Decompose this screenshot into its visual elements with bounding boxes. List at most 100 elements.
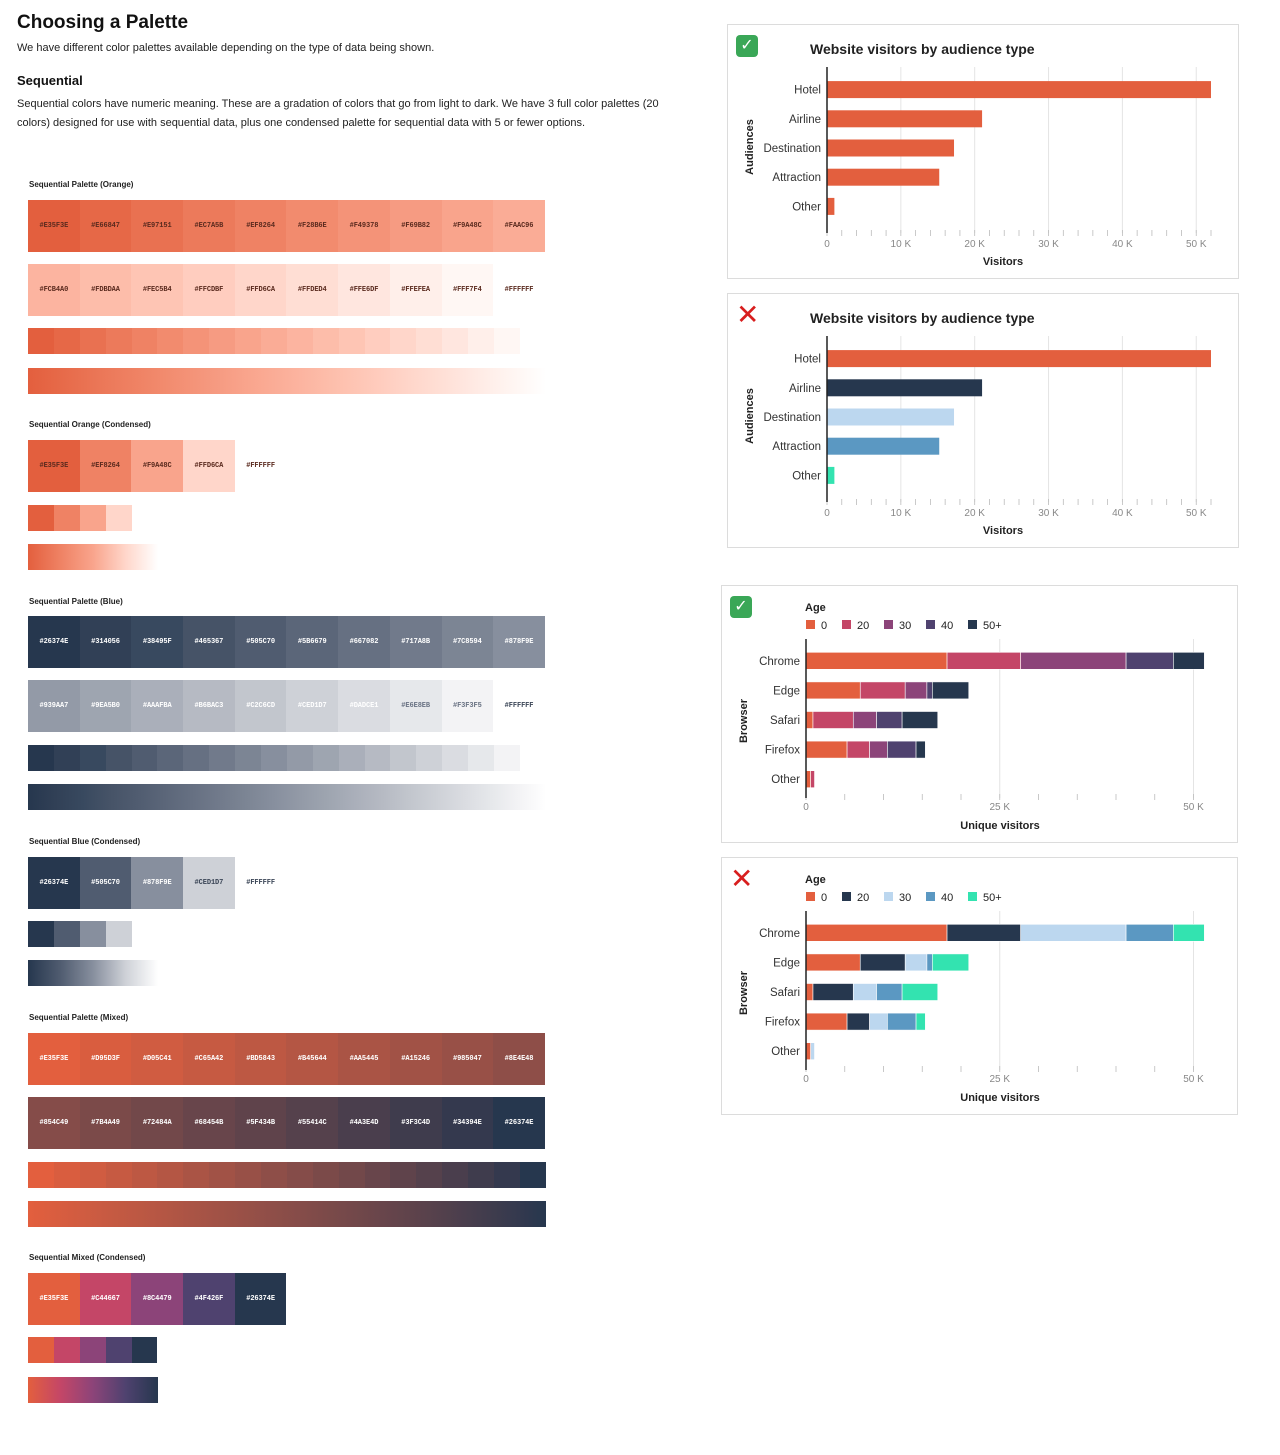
x-axis-title: Unique visitors [960, 1092, 1039, 1104]
bar-segment [805, 1012, 848, 1031]
bar-segment [859, 953, 906, 972]
strip-cell [79, 745, 106, 771]
color-swatch: #D05C41 [131, 1033, 184, 1085]
bar [827, 379, 983, 397]
legend-label: 20 [857, 620, 869, 632]
palette-label: Sequential Mixed (Condensed) [29, 1253, 146, 1262]
color-swatch: #505C70 [234, 616, 287, 668]
x-tick-label: 25 K [989, 1074, 1010, 1085]
color-swatch: #B45644 [286, 1033, 339, 1085]
strip-cell [28, 745, 54, 771]
color-swatch: #FFDED4 [286, 264, 339, 316]
bar [827, 466, 835, 484]
color-swatch: #7C8594 [441, 616, 494, 668]
category-label: Safari [770, 987, 800, 999]
bar-segment [812, 983, 854, 1001]
color-swatch: #FFFFFF [246, 462, 275, 470]
color-swatch: #FFCDBF [183, 264, 235, 316]
strip-cell [183, 745, 210, 771]
legend-title: Age [805, 602, 826, 614]
bar-segment [1125, 924, 1174, 942]
page-title: Choosing a Palette [17, 12, 189, 33]
strip-cell [312, 1162, 339, 1188]
strip-cell [157, 745, 184, 771]
y-axis-title: Browser [738, 698, 750, 743]
strip-cell [338, 1162, 365, 1188]
strip-cell [390, 745, 417, 771]
bar [827, 350, 1211, 368]
strip-cell [442, 328, 469, 354]
page-intro: We have different color palettes availab… [17, 42, 435, 54]
palette-gradient [28, 368, 546, 394]
bar-chart-good: Website visitors by audience type 0 10 K 20… [744, 41, 1212, 268]
color-swatch: #BD5843 [234, 1033, 287, 1085]
strip-cell [105, 1337, 132, 1363]
bar-segment [805, 924, 948, 942]
palette-gradient [28, 544, 158, 570]
strip-cell [53, 328, 80, 354]
color-swatch: #854C49 [28, 1097, 80, 1149]
legend-label: 40 [941, 892, 953, 904]
category-label: Chrome [759, 928, 800, 940]
category-label: Other [792, 470, 821, 482]
legend-swatch [806, 892, 815, 901]
swatch-row: #E35F3E #D95D3F #D05C41 #C65A42 #BD5843 #B456… [28, 1033, 545, 1085]
strip-cell [209, 1162, 236, 1188]
strip-cell [53, 505, 80, 531]
color-swatch: #878F9E [493, 616, 545, 668]
strip-cell [157, 1162, 184, 1188]
color-swatch: #505C70 [79, 857, 132, 909]
palette-label: Sequential Palette (Blue) [29, 597, 123, 606]
legend-label: 0 [821, 892, 827, 904]
color-swatch: #EF8264 [79, 440, 132, 492]
strip-cell [28, 1162, 54, 1188]
color-swatch: #FFFFFF [246, 879, 275, 887]
category-label: Firefox [765, 1017, 800, 1029]
stacked-bar-chart-bad: Age 0 20 30 40 50+ 0 25 K 50 K Chrome Edge Safari Fi… [738, 874, 1205, 1104]
strip-cell [416, 745, 443, 771]
palette-strip [28, 1337, 158, 1363]
bar-segment [1020, 652, 1127, 670]
bar-segment [805, 740, 848, 759]
x-axis-title: Visitors [983, 525, 1023, 537]
x-tick-label: 0 [824, 239, 830, 250]
legend-label: 20 [857, 892, 869, 904]
bar-segment [810, 770, 815, 788]
x-tick-label: 50 K [1183, 802, 1204, 813]
bar-segment [932, 953, 970, 972]
x-tick-label: 50 K [1186, 508, 1207, 519]
color-swatch: #F28B6E [286, 200, 339, 252]
strip-cell [494, 745, 520, 771]
color-swatch: #E97151 [131, 200, 184, 252]
x-tick-label: 30 K [1038, 508, 1059, 519]
bar-segment [869, 740, 888, 759]
color-swatch: #F3F3F5 [441, 680, 494, 732]
bar-segment [876, 983, 903, 1001]
strip-cell [79, 505, 106, 531]
legend-swatch [968, 892, 977, 901]
strip-cell [286, 745, 313, 771]
strip-cell [494, 1162, 520, 1188]
color-swatch: #FFEFEA [389, 264, 442, 316]
bar-segment [805, 983, 814, 1001]
chart-title: Website visitors by audience type [810, 41, 1035, 57]
bar [827, 81, 1211, 99]
color-swatch: #878F9E [131, 857, 184, 909]
color-swatch: #FAAC96 [493, 200, 545, 252]
x-axis-title: Unique visitors [960, 820, 1039, 832]
color-swatch: #3F3C4D [389, 1097, 442, 1149]
palette-label: Sequential Orange (Condensed) [29, 420, 151, 429]
color-swatch: #FFD6CA [183, 440, 235, 492]
legend-label: 50+ [983, 620, 1002, 632]
bar-segment [1125, 652, 1174, 670]
color-swatch: #FFE6DF [338, 264, 390, 316]
bar [827, 110, 983, 128]
swatch-row: #939AA7 #9EA5B0 #AAAFBA #B6BAC3 #C2C6CD #CED1… [28, 680, 545, 732]
legend-label: 30 [899, 620, 911, 632]
color-swatch: #EF8264 [234, 200, 287, 252]
bar-segment [852, 983, 877, 1001]
strip-cell [312, 328, 339, 354]
color-swatch: #AA5445 [338, 1033, 390, 1085]
strip-cell [235, 745, 262, 771]
color-swatch: #465367 [183, 616, 235, 668]
